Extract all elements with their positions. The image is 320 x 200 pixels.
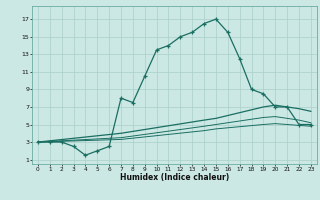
X-axis label: Humidex (Indice chaleur): Humidex (Indice chaleur) [120, 173, 229, 182]
